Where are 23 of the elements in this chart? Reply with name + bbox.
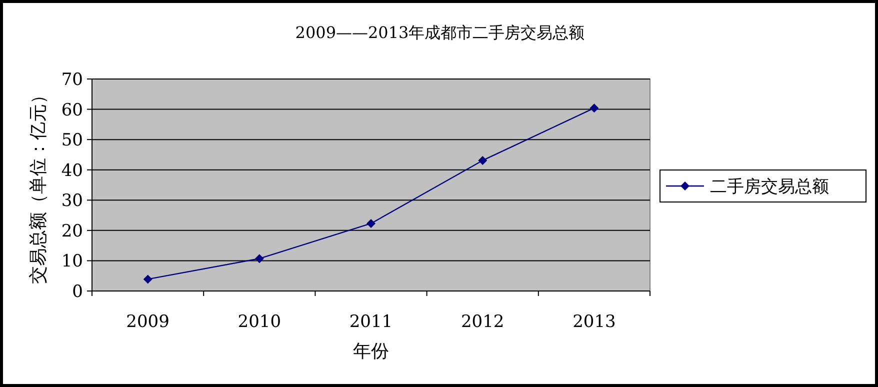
y-tick-label: 50 bbox=[61, 130, 83, 151]
legend-label: 二手房交易总额 bbox=[710, 177, 829, 197]
y-tick-label: 10 bbox=[61, 252, 83, 272]
point bbox=[254, 254, 264, 264]
y-tick-label: 20 bbox=[61, 221, 83, 242]
y-tick-label: 70 bbox=[61, 70, 83, 90]
x-axis-title: 年份 bbox=[353, 341, 389, 362]
y-tick-label: 40 bbox=[61, 160, 83, 181]
y-tick-label: 0 bbox=[72, 282, 83, 302]
x-tick-label: 2013 bbox=[572, 312, 616, 332]
point bbox=[366, 218, 376, 228]
legend: 二手房交易总额 bbox=[660, 170, 866, 202]
y-tick-label: 30 bbox=[61, 191, 83, 212]
x-tick-label: 2012 bbox=[460, 312, 504, 332]
point bbox=[143, 274, 152, 284]
x-tick-label: 2011 bbox=[349, 312, 393, 332]
y-axis-title: 交易总额（单位：亿元） bbox=[28, 86, 49, 284]
point bbox=[590, 104, 599, 113]
point bbox=[478, 156, 488, 165]
x-tick-label: 2009 bbox=[126, 312, 170, 332]
y-tick-label: 60 bbox=[61, 100, 83, 120]
chart-title: 2009——2013年成都市二手房交易总额 bbox=[295, 23, 585, 42]
x-tick-label: 2010 bbox=[238, 312, 282, 332]
